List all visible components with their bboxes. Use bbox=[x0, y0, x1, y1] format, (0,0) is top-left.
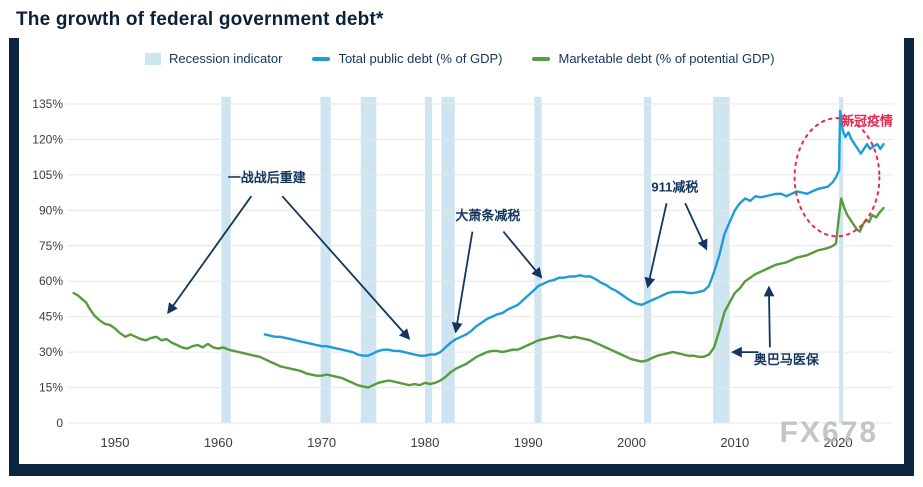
annotation-arrow-tax-cut-911 bbox=[684, 202, 708, 251]
annotation-obamacare: 奥巴马医保 bbox=[754, 352, 820, 367]
recession-band bbox=[643, 96, 652, 424]
covid-highlight-ellipse bbox=[793, 117, 881, 238]
chart-panel: Recession indicator Total public debt (%… bbox=[9, 38, 914, 476]
y-axis-tick-label: 15% bbox=[39, 381, 63, 395]
annotation-tax-cut-911: 911减税 bbox=[651, 179, 698, 194]
debt-chart: 0 15% 30% 45% 60% 75% 90% 105% 120% 135% 1950 1960 1… bbox=[32, 96, 893, 450]
recession-band bbox=[713, 96, 730, 424]
annotation-arrow-ww1 bbox=[281, 195, 411, 340]
legend-item-marketable-debt: Marketable debt (% of potential GDP) bbox=[532, 51, 775, 66]
recession-band bbox=[320, 96, 331, 424]
legend-label-recession: Recession indicator bbox=[169, 51, 283, 66]
y-axis-tick-label: 45% bbox=[39, 310, 63, 324]
legend-item-recession: Recession indicator bbox=[145, 51, 282, 66]
legend-item-total-public-debt: Total public debt (% of GDP) bbox=[312, 51, 502, 66]
blue-line-swatch-icon bbox=[312, 56, 331, 61]
x-axis-tick-label: 2010 bbox=[720, 435, 749, 450]
x-axis-tick-label: 1970 bbox=[307, 435, 336, 450]
y-axis-tick-label: 120% bbox=[32, 132, 63, 146]
y-axis-tick-label: 135% bbox=[32, 97, 63, 111]
annotation-arrow-depression-tax-cut bbox=[451, 231, 474, 334]
page-title: The growth of federal government debt* bbox=[16, 9, 384, 30]
x-axis-tick-label: 1950 bbox=[101, 435, 130, 450]
y-axis-tick-label: 0 bbox=[56, 416, 63, 430]
green-line-swatch-icon bbox=[532, 56, 551, 61]
x-axis-tick-label: 2000 bbox=[617, 435, 646, 450]
marketable-debt-line bbox=[72, 197, 885, 389]
chart-legend: Recession indicator Total public debt (%… bbox=[19, 38, 904, 70]
y-axis-tick-label: 75% bbox=[39, 239, 63, 253]
annotation-covid: 新冠疫情 bbox=[841, 113, 893, 128]
annotation-arrow-tax-cut-911 bbox=[644, 203, 668, 289]
annotation-depression-tax-cut: 大萧条减税 bbox=[455, 208, 520, 223]
x-axis-tick-label: 1990 bbox=[514, 435, 543, 450]
x-axis-tick-label: 2020 bbox=[824, 435, 853, 450]
y-axis-tick-label: 30% bbox=[39, 345, 63, 359]
x-axis-tick-label: 1980 bbox=[410, 435, 439, 450]
page: The growth of federal government debt* R… bbox=[9, 9, 914, 476]
annotation-arrow-depression-tax-cut bbox=[502, 231, 543, 279]
recession-band bbox=[839, 96, 844, 424]
legend-label-marketable-debt: Marketable debt (% of potential GDP) bbox=[558, 51, 775, 66]
recession-band bbox=[534, 96, 542, 424]
annotation-ww1: 一战战后重建 bbox=[228, 170, 306, 185]
recession-band bbox=[221, 96, 231, 424]
y-axis-tick-label: 60% bbox=[39, 274, 63, 288]
recession-band bbox=[360, 96, 377, 424]
recession-band bbox=[424, 96, 433, 424]
total-public-debt-line bbox=[263, 109, 885, 357]
legend-label-total-public-debt: Total public debt (% of GDP) bbox=[338, 51, 503, 66]
recession-band-swatch-icon bbox=[145, 52, 161, 65]
y-axis-tick-label: 105% bbox=[32, 168, 63, 182]
y-axis-tick-label: 90% bbox=[39, 203, 63, 217]
annotation-arrow-obamacare bbox=[763, 285, 775, 348]
annotation-arrow-ww1 bbox=[167, 195, 253, 315]
x-axis-tick-label: 1960 bbox=[204, 435, 233, 450]
